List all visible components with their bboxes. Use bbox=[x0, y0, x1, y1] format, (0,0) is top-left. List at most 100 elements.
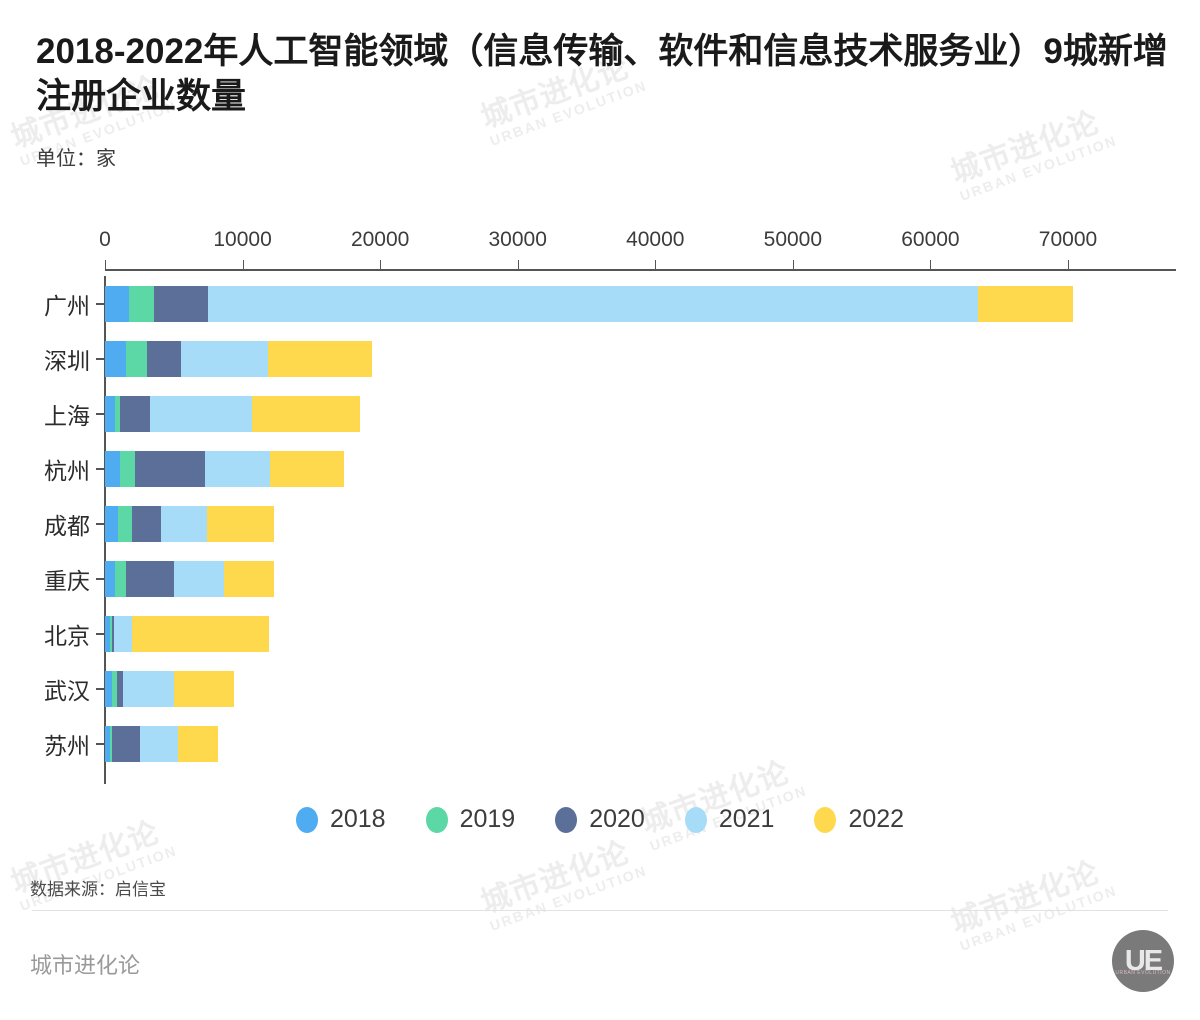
y-tick-mark bbox=[96, 742, 105, 745]
brand-logo: UE URBAN EVOLUTION bbox=[1112, 930, 1174, 992]
bar-segment-2019[interactable] bbox=[111, 670, 118, 707]
bar-row[interactable]: 重庆 bbox=[0, 551, 1200, 606]
bar-segment-2020[interactable] bbox=[131, 505, 162, 542]
legend-color-dot bbox=[684, 806, 707, 833]
watermark: 城市进化论 URBAN EVOLUTION bbox=[476, 835, 650, 934]
legend-item-2022[interactable]: 2022 bbox=[814, 805, 904, 834]
legend-item-2021[interactable]: 2021 bbox=[684, 805, 775, 834]
bar-row[interactable]: 苏州 bbox=[0, 716, 1200, 771]
stacked-bar[interactable] bbox=[105, 560, 275, 597]
bar-segment-2018[interactable] bbox=[105, 395, 116, 432]
bar-segment-2020[interactable] bbox=[135, 450, 206, 487]
bar-segment-2019[interactable] bbox=[115, 560, 126, 597]
bar-segment-2020[interactable] bbox=[120, 395, 151, 432]
bar-segment-2019[interactable] bbox=[118, 505, 132, 542]
legend-color-dot bbox=[295, 806, 318, 833]
bar-segment-2020[interactable] bbox=[117, 670, 123, 707]
legend-item-2020[interactable]: 2020 bbox=[555, 805, 645, 834]
bar-segment-2021[interactable] bbox=[205, 450, 271, 487]
bar-row[interactable]: 北京 bbox=[0, 606, 1200, 661]
legend-color-dot bbox=[425, 806, 448, 833]
legend-item-2018[interactable]: 2018 bbox=[295, 805, 386, 834]
bar-segment-2022[interactable] bbox=[173, 670, 234, 707]
stacked-bar[interactable] bbox=[105, 340, 372, 377]
bar-segment-2019[interactable] bbox=[109, 615, 112, 652]
bar-segment-2022[interactable] bbox=[223, 560, 275, 597]
stacked-bar[interactable] bbox=[105, 615, 269, 652]
bar-segment-2022[interactable] bbox=[177, 725, 218, 762]
bar-segment-2019[interactable] bbox=[120, 450, 136, 487]
bar-row[interactable]: 上海 bbox=[0, 386, 1200, 441]
bar-segment-2021[interactable] bbox=[208, 285, 978, 322]
x-tick-label: 60000 bbox=[901, 228, 960, 251]
stacked-bar[interactable] bbox=[105, 285, 1073, 322]
x-tick-label: 10000 bbox=[213, 228, 272, 251]
bar-segment-2018[interactable] bbox=[105, 670, 112, 707]
bar-segment-2020[interactable] bbox=[153, 285, 209, 322]
bar-segment-2019[interactable] bbox=[129, 285, 154, 322]
x-tick-label: 20000 bbox=[350, 228, 410, 251]
bar-row[interactable]: 深圳 bbox=[0, 331, 1200, 386]
x-tick-mark bbox=[930, 260, 932, 269]
stacked-bar[interactable] bbox=[105, 395, 361, 432]
bar-segment-2018[interactable] bbox=[105, 505, 119, 542]
bar-segment-2020[interactable] bbox=[125, 560, 174, 597]
category-label: 苏州 bbox=[44, 732, 90, 759]
category-label: 杭州 bbox=[44, 457, 90, 484]
category-label: 武汉 bbox=[44, 677, 90, 704]
x-tick-mark bbox=[242, 260, 244, 269]
x-tick-label: 50000 bbox=[763, 228, 823, 251]
legend-label: 2018 bbox=[329, 805, 386, 833]
chart-legend: 2018 2019 2020 2021 2022 bbox=[0, 805, 1200, 834]
bar-row[interactable]: 成都 bbox=[0, 496, 1200, 551]
bar-segment-2018[interactable] bbox=[105, 615, 110, 652]
bar-segment-2021[interactable] bbox=[161, 505, 208, 542]
legend-label: 2021 bbox=[718, 805, 775, 833]
bar-segment-2021[interactable] bbox=[113, 615, 132, 652]
bar-segment-2021[interactable] bbox=[180, 340, 268, 377]
chart: 0 10000 20000 30000 40000 50000 60000 70000 广州深… bbox=[0, 228, 1200, 798]
bar-row[interactable]: 武汉 bbox=[0, 661, 1200, 716]
bar-segment-2021[interactable] bbox=[150, 395, 253, 432]
bar-segment-2020[interactable] bbox=[111, 615, 114, 652]
bar-segment-2022[interactable] bbox=[977, 285, 1073, 322]
y-tick-mark bbox=[96, 632, 105, 635]
logo-subtext: URBAN EVOLUTION bbox=[1115, 970, 1171, 976]
bar-segment-2018[interactable] bbox=[105, 285, 130, 322]
legend-item-2019[interactable]: 2019 bbox=[425, 805, 516, 834]
bar-segment-2022[interactable] bbox=[267, 340, 372, 377]
stacked-bar[interactable] bbox=[105, 670, 234, 707]
bar-segment-2019[interactable] bbox=[109, 725, 112, 762]
y-tick-mark bbox=[96, 687, 105, 690]
bar-segment-2022[interactable] bbox=[270, 450, 345, 487]
bar-segment-2021[interactable] bbox=[140, 725, 178, 762]
bar-segment-2021[interactable] bbox=[122, 670, 174, 707]
bar-segment-2019[interactable] bbox=[126, 340, 147, 377]
legend-color-dot bbox=[555, 806, 578, 833]
bar-segment-2018[interactable] bbox=[105, 450, 121, 487]
bar-row[interactable]: 广州 bbox=[0, 276, 1200, 331]
category-label: 成都 bbox=[44, 512, 90, 539]
x-tick-mark bbox=[655, 260, 657, 269]
bar-segment-2020[interactable] bbox=[146, 340, 181, 377]
bar-segment-2019[interactable] bbox=[115, 395, 121, 432]
category-label: 重庆 bbox=[44, 567, 90, 594]
bar-segment-2021[interactable] bbox=[173, 560, 224, 597]
x-axis-line bbox=[105, 269, 1176, 271]
bar-segment-2022[interactable] bbox=[207, 505, 275, 542]
bar-segment-2018[interactable] bbox=[105, 560, 116, 597]
bar-segment-2022[interactable] bbox=[131, 615, 269, 652]
bar-segment-2018[interactable] bbox=[105, 340, 127, 377]
stacked-bar[interactable] bbox=[105, 725, 218, 762]
stacked-bar[interactable] bbox=[105, 505, 275, 542]
bar-row[interactable]: 杭州 bbox=[0, 441, 1200, 496]
legend-label: 2019 bbox=[459, 805, 516, 833]
legend-label: 2020 bbox=[589, 805, 645, 833]
bar-segment-2020[interactable] bbox=[111, 725, 141, 762]
stacked-bar[interactable] bbox=[105, 450, 345, 487]
bar-segment-2018[interactable] bbox=[105, 725, 110, 762]
bar-segment-2022[interactable] bbox=[252, 395, 361, 432]
x-tick-label: 30000 bbox=[488, 228, 547, 251]
brand-name: 城市进化论 bbox=[30, 953, 141, 978]
y-tick-mark bbox=[96, 412, 105, 415]
